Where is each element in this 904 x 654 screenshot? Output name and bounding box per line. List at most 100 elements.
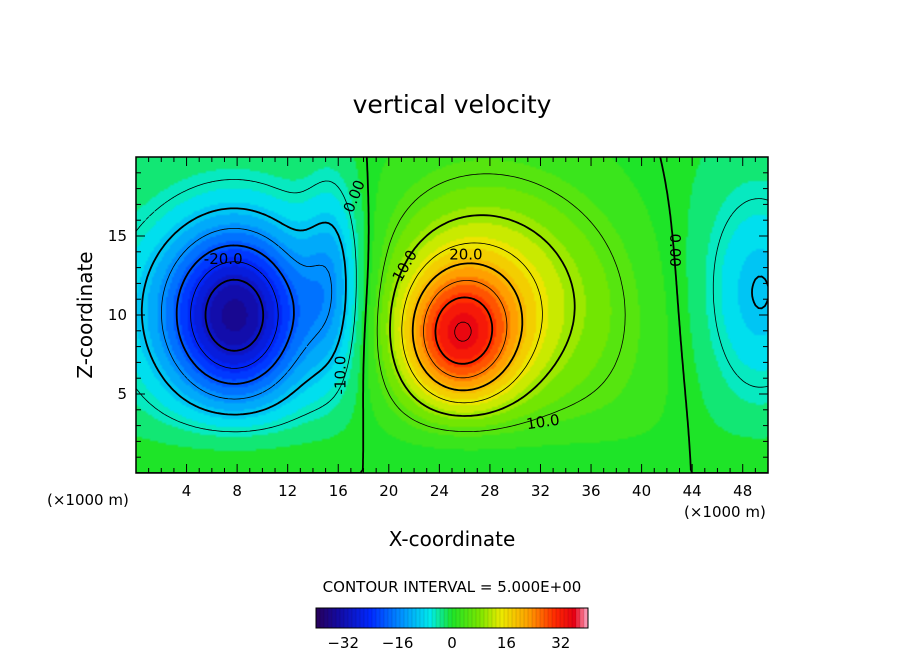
colorbar-swatch xyxy=(560,608,565,628)
x-tick-label: 36 xyxy=(581,482,600,500)
colorbar-swatch xyxy=(376,608,381,628)
colorbar-swatch xyxy=(524,608,529,628)
colorbar-swatch xyxy=(500,608,505,628)
colorbar-swatch xyxy=(532,608,537,628)
y-tick-label: 15 xyxy=(108,227,127,245)
colorbar-swatch xyxy=(448,608,453,628)
contour-label: 0.00 xyxy=(666,234,684,267)
colorbar-swatch xyxy=(568,608,573,628)
colorbar-swatch xyxy=(544,608,549,628)
colorbar-swatch xyxy=(324,608,329,628)
contour-label: 20.0 xyxy=(449,245,482,263)
x-tick-label: 44 xyxy=(683,482,702,500)
x-tick-labels: 4 8 12 16 20 24 28 32 36 40 44 48 xyxy=(182,482,752,500)
x-tick-label: 28 xyxy=(480,482,499,500)
colorbar-swatch xyxy=(472,608,477,628)
colorbar-swatch xyxy=(320,608,325,628)
colorbar-swatch xyxy=(504,608,509,628)
contour-line xyxy=(140,207,768,416)
colorbar-swatch xyxy=(428,608,433,628)
colorbar-swatch xyxy=(476,608,481,628)
axis-ticks xyxy=(136,157,768,473)
colorbar-swatch xyxy=(416,608,421,628)
x-tick-label: 8 xyxy=(232,482,242,500)
colorbar-swatch xyxy=(508,608,513,628)
x-tick-label: 24 xyxy=(430,482,449,500)
colorbar-swatch xyxy=(400,608,405,628)
colorbar-swatch xyxy=(528,608,533,628)
colorbar-swatch xyxy=(480,608,485,628)
colorbar-tick-label: −16 xyxy=(382,634,414,652)
contour-label: -10.0 xyxy=(331,356,349,395)
colorbar-swatch xyxy=(360,608,365,628)
colorbar-swatch xyxy=(552,608,557,628)
colorbar-swatch xyxy=(444,608,449,628)
contour-line xyxy=(401,242,543,404)
contour-line xyxy=(136,157,768,473)
colorbar-swatch xyxy=(316,608,321,628)
colorbar-tick-label: 32 xyxy=(551,634,570,652)
contour-line xyxy=(411,262,524,392)
x-tick-label: 4 xyxy=(182,482,192,500)
colorbar-swatch xyxy=(328,608,333,628)
x-tick-label: 48 xyxy=(733,482,752,500)
colorbar-frame xyxy=(315,607,589,629)
colorbar-swatch xyxy=(580,608,585,628)
colorbar-swatch xyxy=(464,608,469,628)
colorbar-swatch xyxy=(356,608,361,628)
colorbar-swatch xyxy=(424,608,429,628)
colorbar-swatch xyxy=(572,608,577,628)
colorbar-swatch xyxy=(396,608,401,628)
colorbar-swatch xyxy=(372,608,377,628)
colorbar-swatch xyxy=(564,608,569,628)
colorbar-swatch xyxy=(468,608,473,628)
colorbar xyxy=(315,607,589,629)
velocity-heatmap xyxy=(136,157,768,473)
colorbar-swatch xyxy=(548,608,553,628)
colorbar-swatch xyxy=(460,608,465,628)
colorbar-swatch xyxy=(440,608,445,628)
contour-line xyxy=(190,261,279,369)
contour-line xyxy=(136,179,768,433)
colorbar-swatch xyxy=(496,608,501,628)
y-tick-labels: 5 10 15 xyxy=(108,227,127,403)
x-tick-label: 16 xyxy=(329,482,348,500)
colorbar-swatch xyxy=(536,608,541,628)
colorbar-swatch xyxy=(432,608,437,628)
colorbar-swatch xyxy=(488,608,493,628)
y-tick-label: 5 xyxy=(117,385,127,403)
colorbar-swatch xyxy=(352,608,357,628)
x-axis-label: X-coordinate xyxy=(389,527,516,551)
contour-label: -20.0 xyxy=(204,250,243,268)
colorbar-swatch xyxy=(348,608,353,628)
colorbar-swatch xyxy=(388,608,393,628)
y-axis-label: Z-coordinate xyxy=(73,251,97,378)
contour-line xyxy=(204,278,265,352)
colorbar-swatch xyxy=(512,608,517,628)
colorbar-swatch xyxy=(408,608,413,628)
colorbar-swatch xyxy=(404,608,409,628)
colorbar-swatch xyxy=(492,608,497,628)
colorbar-swatch xyxy=(380,608,385,628)
contour-line xyxy=(376,173,626,432)
contour-line xyxy=(175,244,295,385)
colorbar-swatch xyxy=(336,608,341,628)
colorbar-tick-labels: −32 −16 0 16 32 xyxy=(327,634,570,652)
colorbar-swatch xyxy=(436,608,441,628)
colorbar-swatch xyxy=(332,608,337,628)
colorbar-swatch xyxy=(364,608,369,628)
contour-line xyxy=(423,280,508,379)
colorbar-swatch xyxy=(576,608,581,628)
contour-lines xyxy=(136,157,768,473)
contour-line xyxy=(161,228,333,400)
colorbar-swatch xyxy=(584,608,589,628)
colorbar-swatch xyxy=(516,608,521,628)
plot-area: 0.00-20.0-10.010.0 20.010.00.00 xyxy=(135,156,769,474)
colorbar-tick-label: 16 xyxy=(497,634,516,652)
colorbar-swatch xyxy=(340,608,345,628)
colorbar-swatch xyxy=(456,608,461,628)
x-tick-label: 20 xyxy=(379,482,398,500)
colorbar-swatch xyxy=(368,608,373,628)
x-tick-label: 12 xyxy=(278,482,297,500)
x-unit-right: (×1000 m) xyxy=(684,503,766,521)
